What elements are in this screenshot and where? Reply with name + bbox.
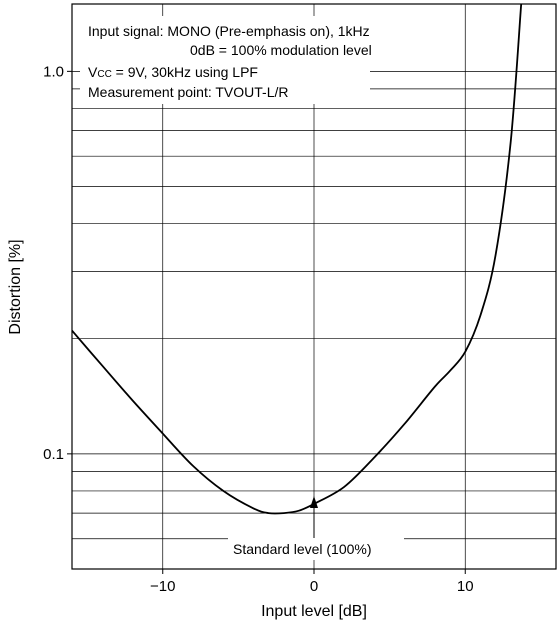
y-tick-label: 0.1: [43, 446, 64, 463]
annotation-line-3-rest: = 9V, 30kHz using LPF: [112, 64, 258, 80]
x-tick-label: −10: [150, 578, 175, 595]
x-tick-label: 0: [310, 578, 318, 595]
arrow-label-background: [228, 538, 404, 560]
grid-lines: [72, 4, 556, 570]
annotation-background: [80, 16, 370, 104]
y-axis-title: Distortion [%]: [7, 239, 24, 334]
annotation-line-1: Input signal: MONO (Pre-emphasis on), 1k…: [88, 23, 370, 39]
distortion-series-line: [71, 3, 523, 515]
tick-labels: −10 0 10 0.1 1.0: [43, 63, 473, 595]
x-tick-label: 10: [457, 578, 474, 595]
standard-level-arrowhead: [310, 496, 318, 508]
annotation-line-4: Measurement point: TVOUT-L/R: [88, 84, 288, 100]
annotation-line-3: VCC = 9V, 30kHz using LPF: [88, 64, 258, 80]
annotation-line-3-sub: CC: [97, 69, 111, 80]
x-axis-title: Input level [dB]: [261, 603, 367, 620]
y-tick-label: 1.0: [43, 63, 64, 80]
annotation-line-3-prefix: V: [88, 64, 98, 80]
annotation-line-2: 0dB = 100% modulation level: [190, 42, 372, 58]
standard-level-label: Standard level (100%): [233, 541, 372, 557]
